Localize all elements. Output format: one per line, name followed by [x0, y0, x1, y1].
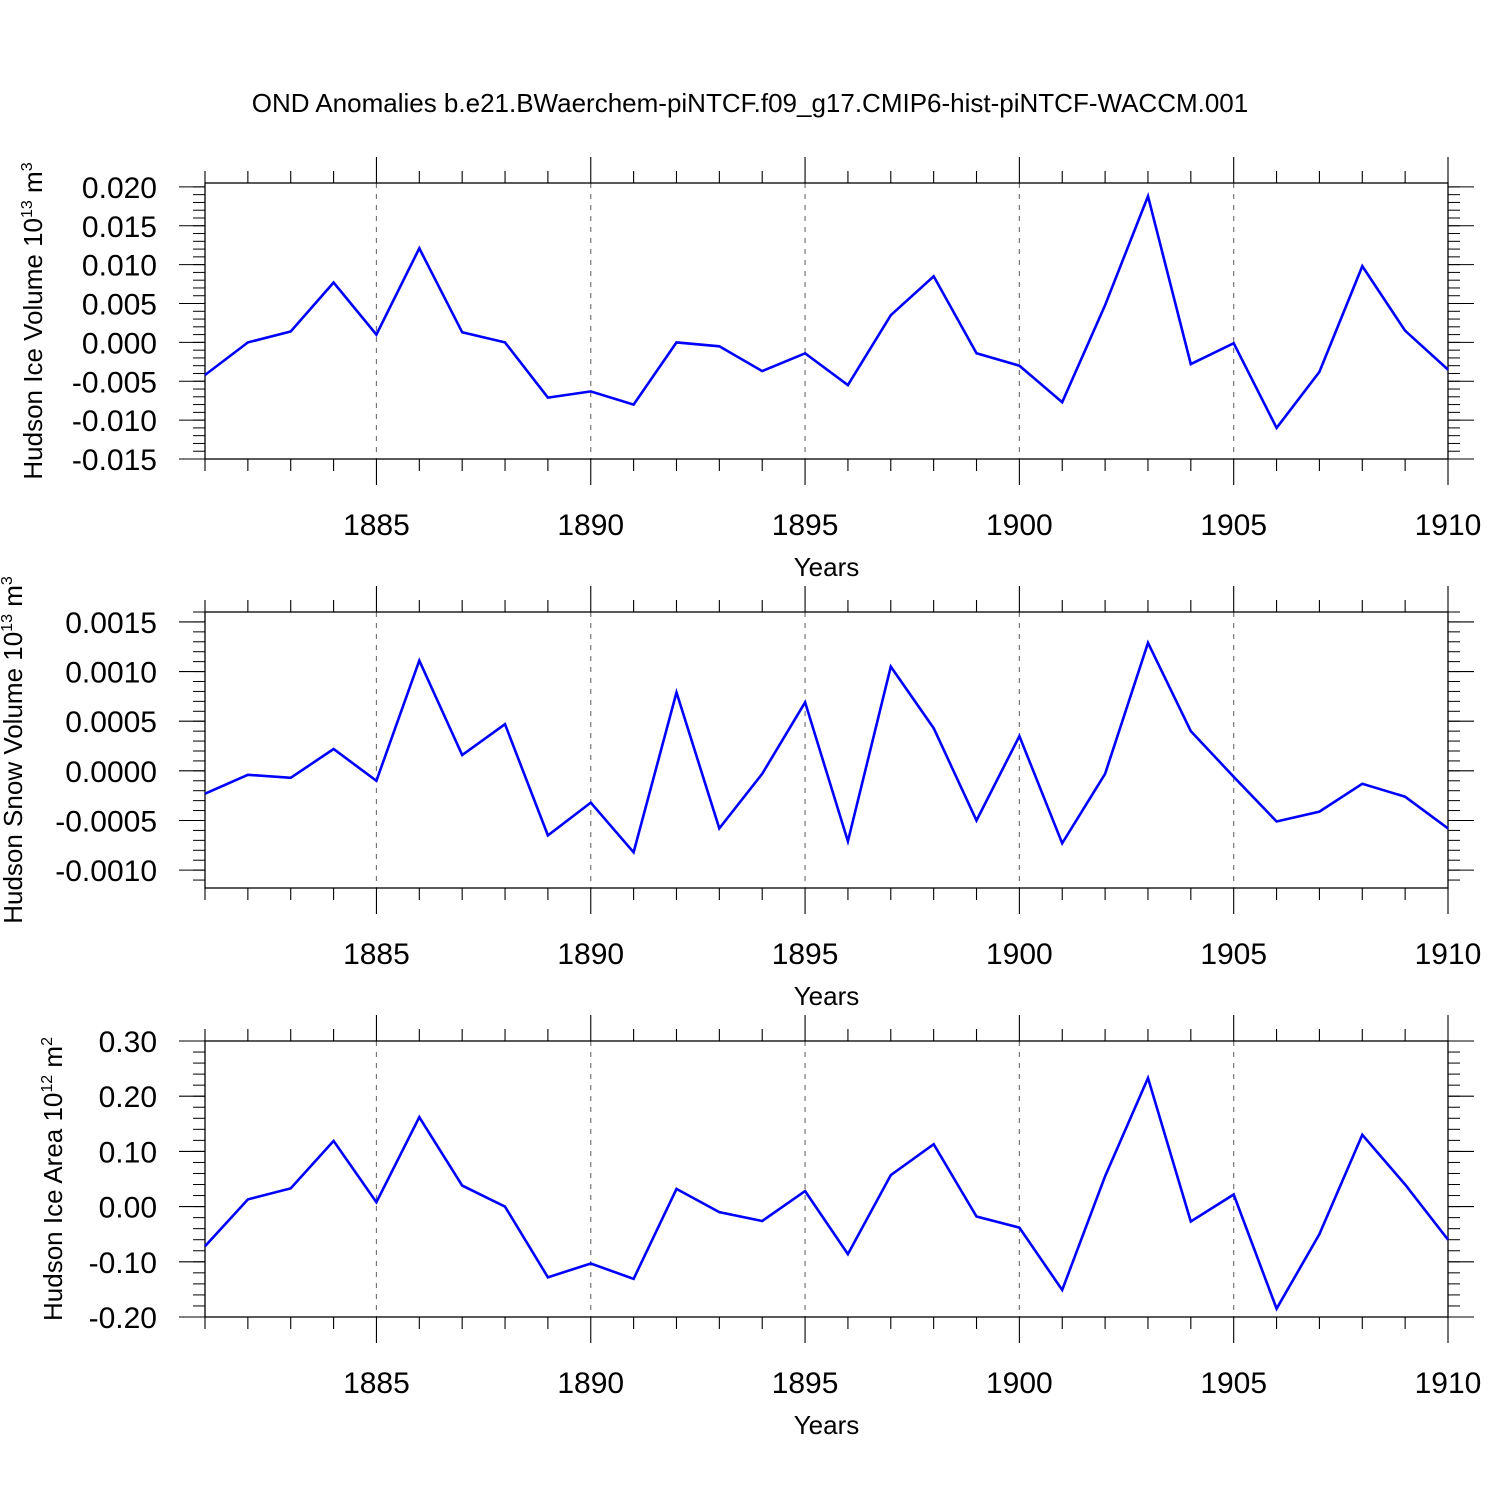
y-tick-label: -0.0010: [55, 855, 157, 888]
x-tick-label: 1900: [986, 1367, 1053, 1400]
x-tick-label: 1895: [772, 509, 839, 542]
x-tick-label: 1900: [986, 509, 1053, 542]
y-tick-label: 0.30: [99, 1026, 157, 1059]
x-tick-label: 1905: [1200, 509, 1267, 542]
x-tick-label: 1890: [557, 509, 624, 542]
x-tick-label: 1905: [1200, 938, 1267, 971]
x-tick-label: 1895: [772, 938, 839, 971]
y-tick-label: 0.20: [99, 1081, 157, 1114]
y-tick-label: 0.0010: [65, 657, 157, 690]
y-tick-label: 0.10: [99, 1136, 157, 1169]
y-tick-label: -0.0005: [55, 805, 157, 838]
y-tick-label: 0.005: [82, 289, 157, 322]
y-tick-label: -0.005: [72, 366, 157, 399]
panels: 0.020 0.015 0.010 0.005 0.000 -0.005 -0.010 -0.…: [0, 157, 1481, 1440]
plot-frame: [204, 611, 1449, 889]
y-axis-title: Hudson Ice Volume 1013 m3: [18, 162, 48, 479]
y-tick-label: -0.20: [89, 1302, 157, 1335]
y-tick-label: 0.020: [82, 172, 157, 205]
x-tick-label: 1885: [343, 509, 410, 542]
y-tick-label: 0.000: [82, 327, 157, 360]
x-axis-title: Years: [794, 981, 860, 1011]
series-line: [204, 191, 1449, 431]
y-axis-title: Hudson Ice Area 1012 m2: [38, 1037, 68, 1321]
x-tick-label: 1885: [343, 938, 410, 971]
y-tick-label: -0.015: [72, 444, 157, 477]
y-tick-label: 0.0015: [65, 607, 157, 640]
y-tick-label: 0.00: [99, 1192, 157, 1225]
x-tick-label: 1890: [557, 938, 624, 971]
y-tick-label: 0.0000: [65, 756, 157, 789]
x-axis-title: Years: [794, 552, 860, 582]
panel-2: 0.0015 0.0010 0.0005 0.0000 -0.0005 -0.0010 18…: [0, 576, 1481, 1011]
x-tick-label: 1895: [772, 1367, 839, 1400]
x-tick-label: 1910: [1415, 938, 1482, 971]
y-tick-label: 0.015: [82, 211, 157, 244]
figure-title: OND Anomalies b.e21.BWaerchem-piNTCF.f09…: [252, 88, 1248, 118]
x-tick-label: 1900: [986, 938, 1053, 971]
y-tick-label: 0.010: [82, 250, 157, 283]
x-tick-label: 1885: [343, 1367, 410, 1400]
y-tick-label: -0.010: [72, 405, 157, 438]
plot-frame: [204, 182, 1449, 460]
series-line: [204, 639, 1449, 856]
panel-1: 0.020 0.015 0.010 0.005 0.000 -0.005 -0.010 -0.…: [18, 157, 1481, 582]
series-line: [204, 1074, 1450, 1312]
y-tick-label: -0.10: [89, 1247, 157, 1280]
x-tick-label: 1890: [557, 1367, 624, 1400]
x-tick-label: 1905: [1200, 1367, 1267, 1400]
y-axis-title: Hudson Snow Volume 1013 m3: [0, 576, 28, 924]
x-tick-label: 1910: [1415, 509, 1482, 542]
x-axis-title: Years: [794, 1410, 860, 1440]
panel-3: 0.30 0.20 0.10 0.00 -0.10 -0.20 1885 1890 1895 19…: [38, 1015, 1481, 1440]
plot-frame: [204, 1040, 1449, 1318]
x-tick-label: 1910: [1415, 1367, 1482, 1400]
y-tick-label: 0.0005: [65, 706, 157, 739]
